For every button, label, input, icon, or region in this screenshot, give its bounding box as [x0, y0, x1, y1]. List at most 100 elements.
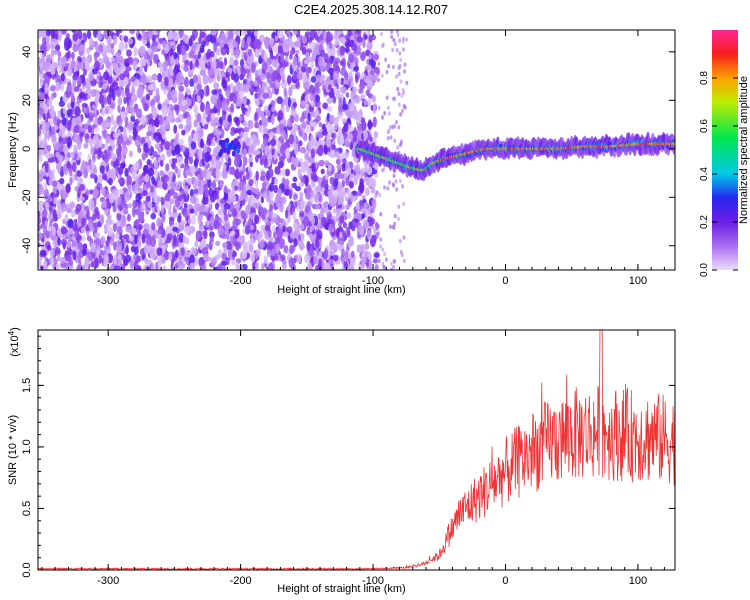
noise-cell [190, 214, 196, 225]
noise-cell [184, 256, 189, 262]
noise-cell [84, 205, 89, 211]
noise-cell [322, 129, 328, 136]
noise-cell [216, 97, 221, 107]
noise-cell [195, 43, 201, 49]
noise-cell [402, 258, 406, 264]
noise-cell [77, 46, 82, 54]
noise-cell [189, 262, 195, 270]
noise-cell [240, 131, 244, 138]
noise-cell [65, 203, 72, 214]
noise-cell [65, 33, 70, 39]
noise-cell [362, 38, 366, 49]
noise-cell [171, 180, 175, 190]
noise-cell [274, 35, 278, 42]
noise-cell [306, 228, 311, 236]
noise-cell [120, 152, 124, 163]
noise-cell [242, 249, 248, 260]
noise-cell [83, 68, 87, 76]
noise-cell [200, 140, 204, 149]
noise-cell [233, 157, 240, 167]
noise-cell [221, 260, 228, 266]
noise-cell [248, 147, 254, 158]
noise-cell [301, 35, 308, 45]
noise-cell [197, 213, 203, 225]
heatmap-cells [38, 30, 675, 270]
noise-cell [188, 151, 195, 159]
noise-cell [227, 191, 232, 201]
noise-cell [58, 156, 64, 164]
noise-cell [307, 112, 311, 122]
noise-cell [73, 86, 80, 93]
noise-cell [55, 151, 60, 158]
noise-cell [56, 141, 60, 150]
noise-cell [393, 213, 397, 219]
noise-cell [279, 67, 285, 77]
noise-cell [209, 51, 215, 58]
noise-cell [173, 51, 178, 60]
noise-cell [113, 120, 117, 130]
noise-cell [50, 258, 55, 267]
noise-cell [402, 90, 406, 96]
noise-cell [336, 163, 343, 170]
noise-cell [370, 187, 376, 194]
noise-cell [221, 101, 228, 112]
noise-cell [241, 103, 245, 112]
noise-cell [254, 122, 260, 129]
noise-cell [333, 69, 339, 81]
noise-cell [310, 59, 314, 69]
noise-cell [255, 99, 261, 106]
noise-cell [72, 161, 77, 173]
noise-cell [90, 72, 94, 81]
noise-cell [223, 43, 228, 50]
noise-cell [183, 63, 189, 73]
noise-cell [363, 202, 368, 210]
noise-cell [156, 205, 160, 212]
noise-cell [216, 130, 220, 139]
noise-cell [280, 254, 286, 260]
noise-cell [346, 227, 351, 238]
noise-cell [164, 141, 171, 150]
noise-cell [55, 74, 62, 85]
noise-cell [215, 240, 221, 246]
noise-cell [210, 94, 216, 105]
noise-cell [242, 156, 248, 166]
noise-cell [361, 251, 366, 258]
noise-cell [356, 212, 362, 220]
noise-cell [385, 95, 389, 100]
noise-cell [164, 200, 170, 209]
noise-cell [173, 124, 178, 134]
noise-cell [335, 208, 340, 218]
noise-cell [310, 100, 315, 108]
noise-cell [248, 86, 255, 94]
noise-cell [360, 243, 365, 253]
noise-cell [183, 225, 190, 235]
noise-cell [254, 92, 259, 99]
noise-cell [261, 182, 267, 189]
noise-cell [150, 251, 157, 260]
noise-cell [74, 106, 81, 117]
noise-cell [284, 38, 290, 50]
noise-cell [397, 71, 401, 77]
noise-cell [130, 76, 136, 83]
noise-cell [67, 219, 74, 228]
noise-cell [199, 128, 204, 138]
noise-cell [200, 238, 207, 249]
noise-cell [80, 235, 86, 242]
noise-cell [159, 124, 166, 136]
noise-cell [281, 142, 288, 150]
noise-cell [371, 95, 376, 103]
noise-cell [267, 262, 274, 270]
noise-cell [275, 194, 282, 205]
noise-cell [103, 229, 109, 235]
noise-cell [402, 47, 405, 52]
noise-cell [402, 103, 406, 109]
noise-cell [359, 199, 363, 210]
noise-cell [44, 116, 49, 123]
noise-cell [290, 115, 295, 124]
noise-cell [292, 102, 298, 108]
noise-cell [310, 134, 315, 144]
noise-cell [135, 218, 140, 228]
noise-cell [304, 94, 310, 103]
noise-cell [299, 116, 305, 123]
noise-cell [377, 105, 381, 111]
